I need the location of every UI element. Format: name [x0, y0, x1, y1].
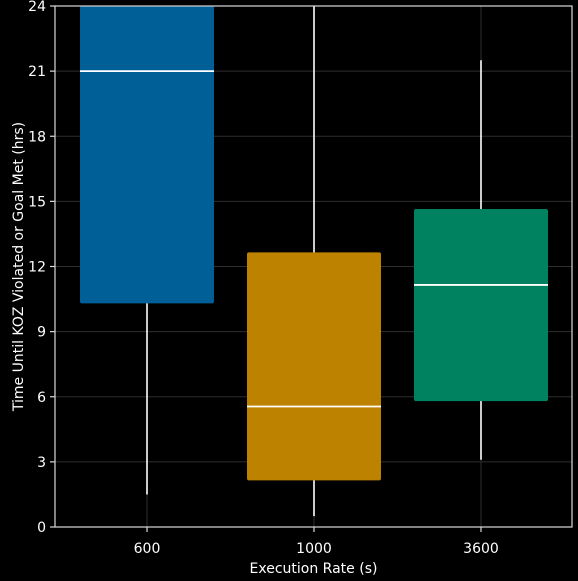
- box-series: [80, 6, 548, 517]
- y-tick-label: 15: [28, 194, 46, 210]
- box-1000: [247, 6, 381, 517]
- x-tick-label: 600: [134, 541, 161, 557]
- y-tick-label: 21: [28, 64, 46, 80]
- axis-ticks: 0 3 6 9 12 15 18 21 24 600 1000 3600: [28, 0, 499, 557]
- box-body: [414, 208, 548, 402]
- box-3600: [414, 60, 548, 460]
- y-tick-label: 12: [28, 260, 46, 276]
- x-tick-label: 3600: [463, 541, 499, 557]
- y-tick-label: 24: [28, 0, 46, 15]
- y-axis-label: Time Until KOZ Violated or Goal Met (hrs…: [11, 122, 27, 412]
- y-tick-label: 18: [28, 129, 46, 145]
- x-tick-label: 1000: [296, 541, 332, 557]
- x-axis-label: Execution Rate (s): [250, 561, 378, 577]
- y-tick-label: 3: [37, 455, 46, 471]
- y-tick-label: 9: [37, 325, 46, 341]
- y-tick-label: 0: [37, 520, 46, 536]
- box-600: [80, 6, 214, 495]
- box-body: [247, 252, 381, 481]
- box-body: [80, 6, 214, 304]
- y-tick-label: 6: [37, 390, 46, 406]
